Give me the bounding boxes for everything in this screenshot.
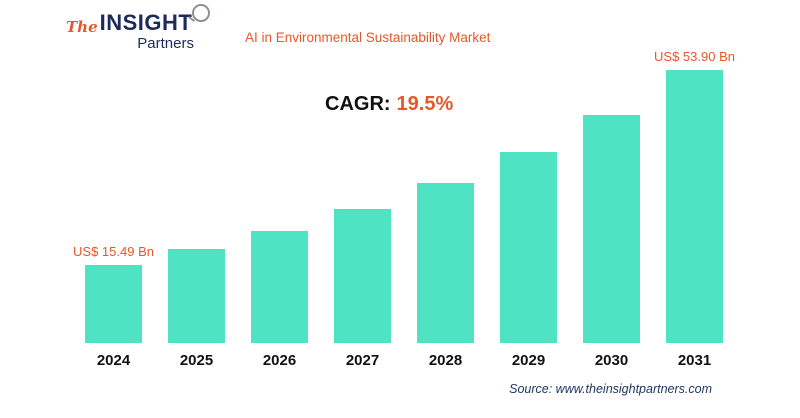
- bar: [251, 231, 308, 343]
- bar: [500, 152, 557, 343]
- x-axis-label: 2029: [511, 352, 546, 369]
- magnifier-icon: [192, 4, 210, 22]
- logo-top-row: The INSIGHT: [66, 4, 210, 36]
- bar: [583, 115, 640, 343]
- bar: [334, 209, 391, 343]
- logo-the-text: The: [66, 18, 98, 36]
- cagr-label: CAGR:: [325, 93, 391, 115]
- x-axis-label: 2025: [179, 352, 214, 369]
- bars: US$ 15.49 Bn 2024 2025 2026 2027 2028 2029 2030…: [73, 49, 735, 370]
- x-axis-label: 2027: [345, 352, 380, 369]
- bar-group: 2028: [417, 183, 474, 370]
- cagr-annotation: CAGR: 19.5%: [325, 93, 453, 116]
- bar-group: US$ 15.49 Bn 2024: [73, 244, 154, 370]
- x-axis-label: 2028: [428, 352, 463, 369]
- company-logo: The INSIGHT Partners: [66, 4, 210, 52]
- bar: [85, 265, 142, 343]
- bar-group: 2029: [500, 152, 557, 370]
- bar-group: 2027: [334, 209, 391, 370]
- x-axis-label: 2030: [594, 352, 629, 369]
- chart-title: AI in Environmental Sustainability Marke…: [245, 30, 491, 45]
- bar: [417, 183, 474, 343]
- bar-value-label: US$ 15.49 Bn: [73, 244, 154, 259]
- source-text: Source: www.theinsightpartners.com: [509, 382, 712, 396]
- bar: [666, 70, 723, 343]
- cagr-value: 19.5%: [396, 93, 454, 115]
- x-axis-label: 2024: [96, 352, 131, 369]
- logo-partners-text: Partners: [137, 35, 194, 52]
- bar-group: 2025: [168, 249, 225, 370]
- bar-value-label: US$ 53.90 Bn: [654, 49, 735, 64]
- bar: [168, 249, 225, 343]
- bar-group: 2026: [251, 231, 308, 370]
- bar-group: 2030: [583, 115, 640, 370]
- logo-insight-text: INSIGHT: [99, 10, 193, 35]
- bar-group: US$ 53.90 Bn 2031: [654, 49, 735, 370]
- x-axis-label: 2026: [262, 352, 297, 369]
- x-axis-label: 2031: [677, 352, 712, 369]
